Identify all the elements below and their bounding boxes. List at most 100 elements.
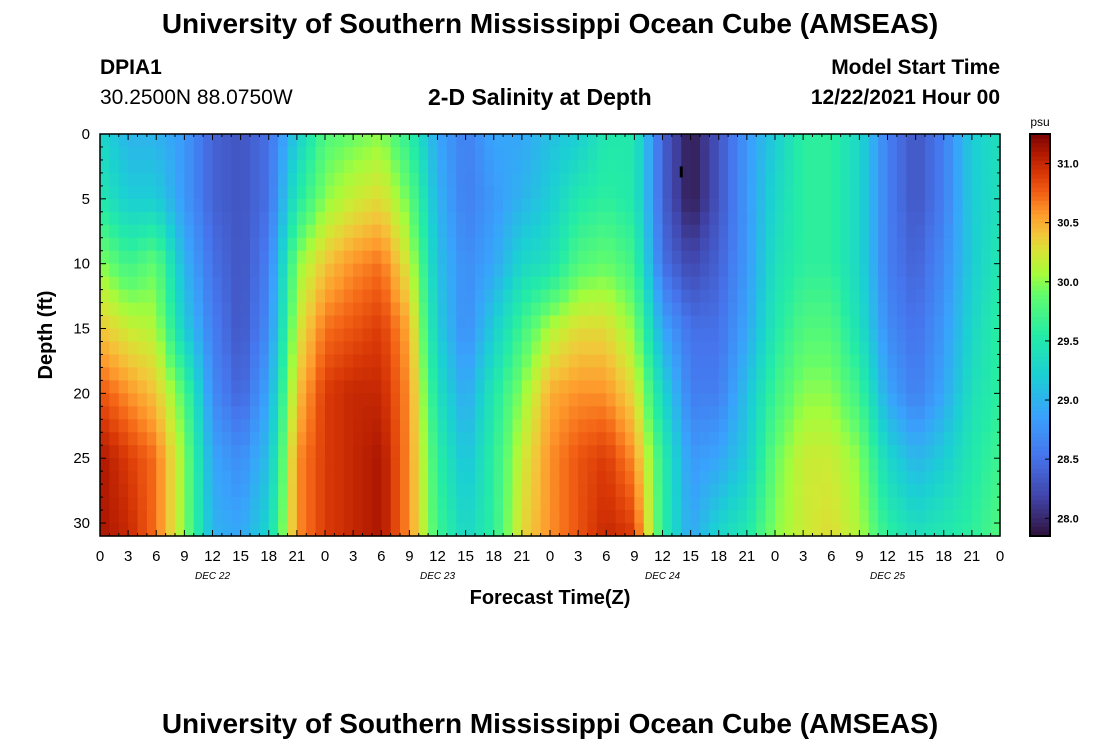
colorbar-segment [1030,522,1050,528]
heatmap-cell [859,237,870,252]
heatmap-cell [475,237,485,252]
heatmap-cell [221,237,232,252]
heatmap-cell [165,328,176,343]
heatmap-cell [521,380,532,394]
heatmap-cell [390,211,401,226]
heatmap-cell [690,406,701,420]
heatmap-cell [775,198,785,213]
heatmap-cell [268,289,279,304]
heatmap-cell [615,146,626,161]
heatmap-cell [503,406,514,420]
heatmap-cell [446,159,457,174]
heatmap-cell [156,224,167,239]
heatmap-cell [671,523,682,537]
heatmap-cell [559,302,570,317]
heatmap-cell [850,185,860,200]
heatmap-cell [156,237,167,252]
heatmap-cell [671,341,682,356]
heatmap-cell [850,523,860,537]
heatmap-cell [381,328,392,343]
heatmap-cell [418,185,429,200]
heatmap-cell [709,159,720,174]
heatmap-cell [906,471,917,485]
heatmap-cell [175,341,185,356]
heatmap-cell [990,419,1001,433]
heatmap-cell [437,211,448,226]
heatmap-cell [446,471,457,485]
heatmap-cell [596,302,607,317]
heatmap-cell [390,510,401,524]
heatmap-cell [315,159,326,174]
heatmap-cell [878,263,889,278]
heatmap-cell [625,380,635,394]
heatmap-cell [203,328,214,343]
heatmap-cell [409,328,420,343]
heatmap-cell [118,380,129,394]
heatmap-cell [371,406,382,420]
heatmap-cell [850,211,860,226]
heatmap-cell [437,432,448,446]
heatmap-cell [409,198,420,213]
heatmap-cell [868,302,879,317]
heatmap-cell [137,328,148,343]
heatmap-cell [400,302,410,317]
heatmap-cell [306,354,317,369]
heatmap-cell [531,380,542,394]
heatmap-cell [409,315,420,330]
x-axis-label: Forecast Time(Z) [470,587,631,609]
heatmap-cell [250,484,260,498]
heatmap-cell [465,159,476,174]
heatmap-cell [128,380,139,394]
heatmap-cell [493,224,504,239]
heatmap-cell [756,341,767,356]
heatmap-cell [925,276,935,291]
heatmap-cell [765,484,776,498]
heatmap-cell [559,211,570,226]
heatmap-cell [840,146,851,161]
heatmap-cell [990,224,1001,239]
heatmap-cell [634,224,645,239]
heatmap-cell [343,302,354,317]
heatmap-cell [381,237,392,252]
colorbar-tick-label: 28.5 [1057,454,1078,466]
heatmap-cell [793,134,804,148]
heatmap-cell [709,341,720,356]
heatmap-cell [906,250,917,265]
heatmap-cell [962,432,973,446]
heatmap-cell [475,224,485,239]
heatmap-cell [437,146,448,161]
heatmap-cell [493,328,504,343]
heatmap-cell [559,354,570,369]
heatmap-cell [634,134,645,148]
heatmap-cell [728,458,739,472]
heatmap-cell [990,276,1001,291]
heatmap-cell [896,159,907,174]
heatmap-cell [203,432,214,446]
heatmap-cell [756,458,767,472]
heatmap-cell [137,198,148,213]
heatmap-cell [653,406,664,420]
heatmap-cell [728,484,739,498]
heatmap-cell [775,159,785,174]
heatmap-cell [334,146,345,161]
heatmap-cell [193,354,204,369]
heatmap-cell [859,419,870,433]
heatmap-cell [831,380,842,394]
heatmap-cell [643,159,654,174]
heatmap-cell [128,445,139,459]
heatmap-cell [118,289,129,304]
heatmap-cell [718,367,729,381]
heatmap-cell [915,302,926,317]
colorbar-segment [1030,245,1050,251]
heatmap-cell [156,289,167,304]
colorbar-segment [1030,415,1050,421]
heatmap-cell [278,250,289,265]
heatmap-cell [634,406,645,420]
heatmap-cell [268,497,279,511]
heatmap-cell [943,445,954,459]
heatmap-cell [193,224,204,239]
heatmap-cell [887,289,898,304]
heatmap-cell [943,458,954,472]
heatmap-cell [559,172,570,187]
heatmap-cells [100,134,1001,537]
